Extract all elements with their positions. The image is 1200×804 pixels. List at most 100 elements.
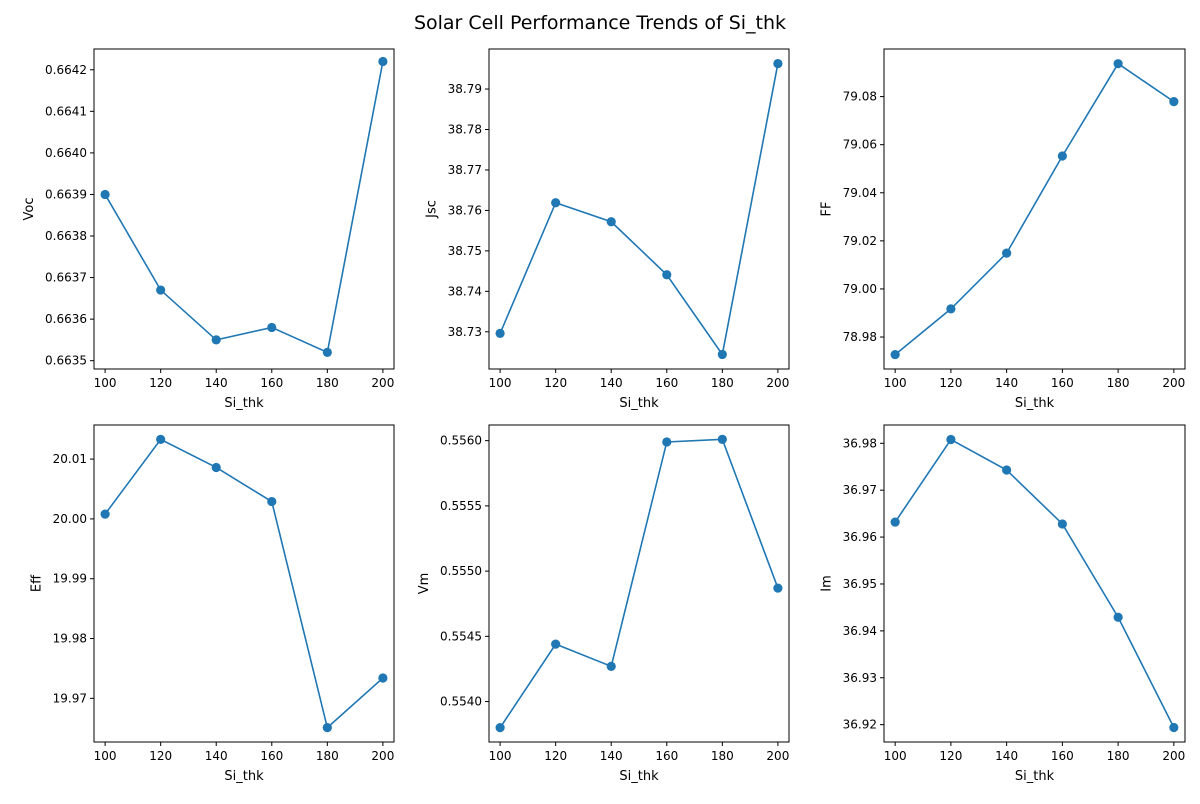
subplot-4-eff: 100 120 140 160 180 200 19.97 19.98 19.99 20.00 20…: [30, 424, 395, 784]
x-axis-label: Si_thk: [224, 396, 264, 411]
x-tick-label: 140: [205, 749, 228, 763]
series-line: [104, 438, 384, 730]
data-point: [211, 462, 221, 473]
y-axis-label: Voc: [22, 198, 37, 221]
y-tick-label: 0.6637: [45, 271, 87, 285]
y-tick-label: 38.78: [448, 123, 482, 137]
y-tick-label: 19.97: [53, 691, 87, 705]
y-axis-label: Eff: [30, 574, 45, 592]
x-tick-label: 180: [1107, 749, 1130, 763]
data-point: [890, 517, 900, 527]
data-point: [156, 285, 166, 295]
series-line: [894, 62, 1175, 356]
data-point: [890, 349, 900, 360]
axes-frame: [93, 424, 395, 743]
x-axis-label: Si_thk: [224, 769, 264, 784]
y-axis-label: Jsc: [425, 200, 440, 219]
data-point: [1057, 151, 1067, 161]
data-point: [322, 723, 332, 733]
y-tick-label: 79.02: [843, 234, 877, 248]
y-tick-label: 0.5545: [440, 629, 482, 643]
subplot-5-vm: 100 120 140 160 180 200 0.5540 0.5545 0.5550 0.55…: [417, 424, 790, 784]
y-tick-label: 38.74: [448, 284, 482, 298]
x-tick-label: 120: [149, 376, 172, 390]
x-tick-label: 100: [884, 376, 907, 390]
data-point: [378, 56, 388, 67]
y-tick-label: 0.5555: [440, 499, 482, 513]
y-tick-label: 79.06: [843, 138, 877, 152]
y-tick-label: 36.98: [843, 436, 877, 450]
data-point: [322, 347, 332, 357]
y-tick-label: 0.6641: [45, 104, 87, 118]
x-tick-label: 140: [995, 376, 1018, 390]
y-tick-label: 0.6640: [45, 146, 87, 160]
x-tick-label: 180: [711, 749, 734, 763]
subplot-1-voc: 100 120 140 160 180 200 0.6635 0.6636 0.6637 0.66…: [22, 48, 395, 411]
y-tick-label: 0.6642: [45, 63, 87, 77]
y-tick-label: 38.73: [448, 325, 482, 339]
data-point: [156, 434, 166, 444]
x-tick-label: 140: [600, 376, 623, 390]
y-tick-label: 78.98: [843, 330, 877, 344]
subplot-2-jsc: 100 120 140 160 180 200 38.73 38.74 38.75 38.76 38…: [425, 48, 790, 411]
data-point: [211, 335, 221, 345]
x-tick-label: 200: [1162, 749, 1185, 763]
x-tick-label: 160: [655, 749, 678, 763]
x-tick-label: 160: [1051, 376, 1074, 390]
data-point: [100, 189, 110, 200]
x-axis-label: Si_thk: [1015, 396, 1055, 411]
data-point: [1169, 97, 1179, 107]
x-tick-label: 120: [544, 376, 567, 390]
data-point: [267, 322, 277, 333]
y-tick-label: 38.77: [448, 163, 482, 177]
x-axis-label: Si_thk: [1015, 769, 1055, 784]
y-tick-label: 20.01: [53, 452, 87, 466]
data-point: [495, 723, 505, 733]
data-point: [551, 639, 561, 649]
x-tick-label: 100: [489, 749, 512, 763]
y-tick-label: 36.96: [843, 530, 877, 544]
data-point: [378, 673, 388, 683]
x-tick-label: 160: [260, 376, 283, 390]
x-tick-label: 140: [995, 749, 1018, 763]
axes-frame: [488, 48, 790, 370]
y-tick-label: 79.04: [843, 186, 877, 200]
data-point: [606, 217, 616, 227]
data-point: [662, 270, 672, 280]
x-tick-label: 180: [1107, 376, 1130, 390]
data-point: [606, 661, 616, 671]
axes-frame: [883, 48, 1186, 370]
x-tick-label: 200: [371, 376, 394, 390]
data-point: [100, 509, 110, 519]
x-tick-label: 140: [600, 749, 623, 763]
x-tick-label: 100: [94, 376, 117, 390]
data-point: [717, 434, 727, 444]
x-tick-label: 180: [711, 376, 734, 390]
data-point: [1002, 248, 1012, 258]
data-point: [662, 437, 672, 447]
x-tick-label: 160: [655, 376, 678, 390]
data-point: [267, 496, 277, 507]
y-tick-label: 38.79: [448, 82, 482, 96]
y-tick-label: 79.00: [843, 282, 877, 296]
x-tick-label: 180: [316, 376, 339, 390]
x-tick-label: 120: [544, 749, 567, 763]
y-tick-label: 38.76: [448, 203, 482, 217]
data-point: [1057, 519, 1067, 529]
y-tick-label: 36.93: [843, 671, 877, 685]
subplot-3-ff: 100 120 140 160 180 200 78.98 79.00 79.02 79.04 79…: [820, 48, 1186, 411]
data-point: [946, 304, 956, 314]
x-tick-label: 200: [766, 749, 789, 763]
data-point: [495, 328, 505, 338]
y-tick-label: 20.00: [53, 512, 87, 526]
data-point: [773, 583, 783, 593]
y-tick-label: 36.94: [843, 624, 877, 638]
series-line: [499, 438, 779, 729]
subplot-6-im: 100 120 140 160 180 200 36.92 36.93 36.94 36.95 36…: [820, 424, 1186, 784]
y-axis-label: Vm: [417, 573, 432, 595]
axes-frame: [488, 424, 790, 743]
y-tick-label: 19.98: [53, 632, 87, 646]
y-tick-label: 79.08: [843, 90, 877, 104]
